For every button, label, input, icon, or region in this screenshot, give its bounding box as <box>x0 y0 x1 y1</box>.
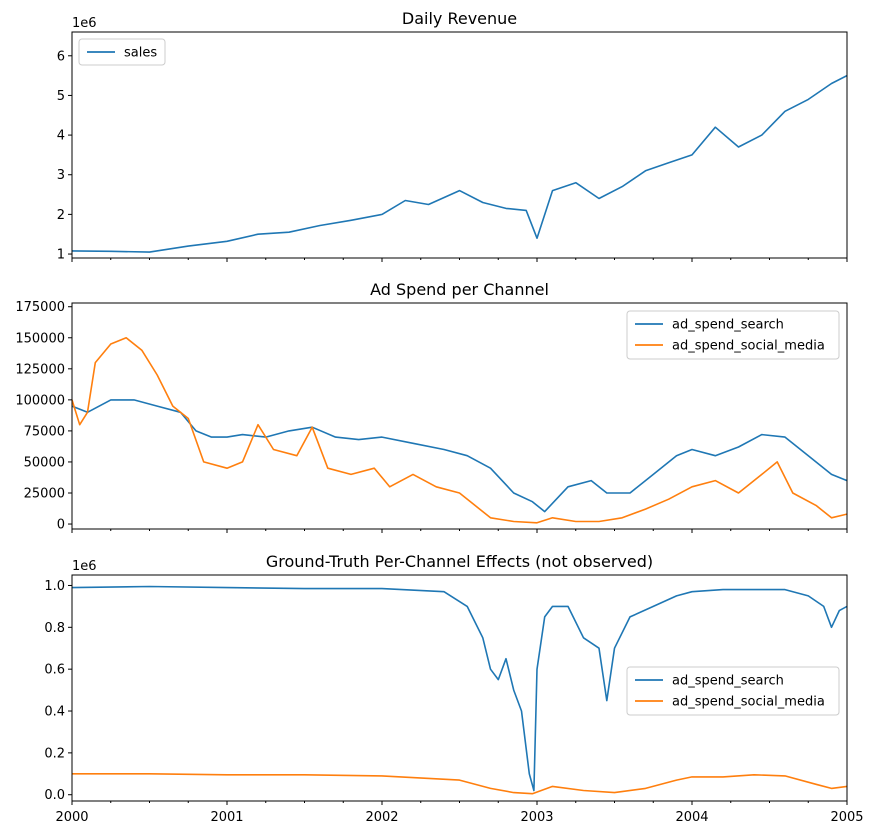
y-tick-label: 75000 <box>24 424 65 439</box>
series-line-ad-spend-search <box>72 585 847 792</box>
series-line-ad-spend-search <box>72 399 847 513</box>
legend-box <box>78 38 166 66</box>
panel-3: Ground-Truth Per-Channel Effects (not ob… <box>44 552 863 825</box>
legend-label: ad_spend_social_media <box>672 695 825 710</box>
y-tick-label: 0.0 <box>44 788 65 803</box>
x-tick-label: 2002 <box>365 810 398 825</box>
x-tick-label: 2003 <box>520 810 553 825</box>
y-tick-label: 175000 <box>15 300 65 315</box>
legend-box <box>626 666 840 716</box>
y-tick-label: 0.6 <box>44 663 65 678</box>
legend-label: sales <box>124 46 157 61</box>
y-tick-label: 25000 <box>24 486 65 501</box>
series-line-sales <box>72 74 847 253</box>
y-tick-label: 1 <box>57 248 65 263</box>
y-tick-label: 100000 <box>15 393 65 408</box>
y-tick-label: 1.0 <box>44 579 65 594</box>
panel-title: Ad Spend per Channel <box>370 280 549 299</box>
series-line-ad-spend-social-media <box>72 337 847 524</box>
legend-label: ad_spend_search <box>672 674 784 689</box>
y-tick-label: 150000 <box>15 331 65 346</box>
x-tick-label: 2004 <box>675 810 708 825</box>
y-tick-label: 2 <box>57 208 65 223</box>
y-tick-label: 0.2 <box>44 746 65 761</box>
panel-title: Ground-Truth Per-Channel Effects (not ob… <box>266 552 653 571</box>
legend-box <box>626 310 840 360</box>
y-tick-label: 0.8 <box>44 621 65 636</box>
axes-frame <box>71 31 848 259</box>
y-tick-label: 125000 <box>15 362 65 377</box>
series-line-ad-spend-social-media <box>72 773 847 795</box>
y-scale-label: 1e6 <box>72 559 97 574</box>
y-tick-label: 3 <box>57 168 65 183</box>
panel-title: Daily Revenue <box>402 9 517 28</box>
x-tick-label: 2005 <box>830 810 863 825</box>
y-tick-label: 5 <box>57 89 65 104</box>
y-scale-label: 1e6 <box>72 16 97 31</box>
y-tick-label: 50000 <box>24 455 65 470</box>
legend-label: ad_spend_social_media <box>672 339 825 354</box>
x-tick-label: 2000 <box>55 810 88 825</box>
legend-label: ad_spend_search <box>672 318 784 333</box>
y-tick-label: 0 <box>57 518 65 533</box>
panel-2: Ad Spend per Channel 0 25000 50000 75000 1000… <box>15 280 848 533</box>
x-tick-label: 2001 <box>210 810 243 825</box>
y-tick-label: 6 <box>57 49 65 64</box>
y-tick-label: 0.4 <box>44 705 65 720</box>
y-tick-label: 4 <box>57 129 65 144</box>
panel-1: Daily Revenue 1 2 3 4 5 6 1e6 sales <box>57 9 848 263</box>
